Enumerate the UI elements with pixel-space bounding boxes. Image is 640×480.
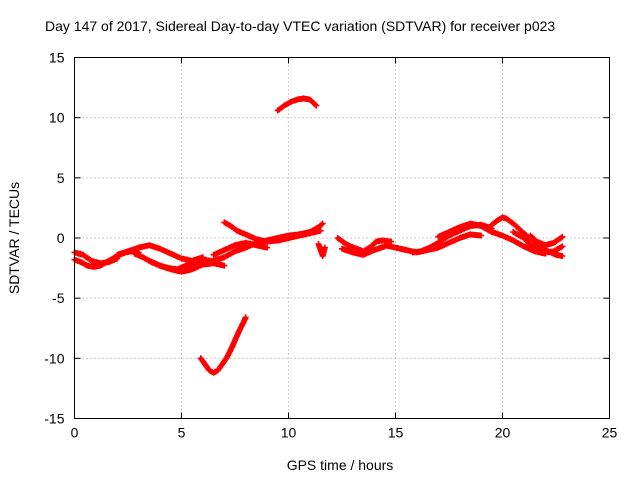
series-markers: [315, 241, 328, 259]
series-markers: [274, 95, 320, 114]
series-arc-17: [435, 220, 549, 257]
x-tick-label: 0: [71, 425, 79, 441]
series-markers: [210, 239, 271, 258]
series-markers: [510, 229, 566, 256]
y-tick-label: 5: [57, 170, 65, 186]
series-arc-13: [334, 235, 395, 255]
y-tick-label: -5: [52, 290, 65, 306]
series-arc-11: [274, 95, 320, 114]
series-arc-12: [197, 314, 249, 376]
series-markers: [274, 220, 326, 244]
series-markers: [339, 243, 388, 258]
series-arc-19: [510, 229, 566, 256]
series-markers: [435, 220, 549, 257]
x-tick-label: 5: [178, 425, 186, 441]
chart-title: Day 147 of 2017, Sidereal Day-to-day VTE…: [45, 18, 555, 34]
y-tick-label: 0: [57, 230, 65, 246]
x-tick-label: 15: [388, 425, 404, 441]
series-arc-9: [274, 220, 326, 244]
y-tick-label: -10: [44, 350, 64, 366]
series-markers: [197, 314, 249, 376]
y-axis-label: SDTVAR / TECUs: [6, 182, 22, 294]
x-tick-label: 25: [602, 425, 618, 441]
series-arc-10: [315, 241, 328, 259]
axis-ticks: 0 5 10 15 20 25 -15 -10 -5 0 5 10 15: [44, 50, 617, 441]
series-arc-14: [339, 243, 388, 258]
x-tick-label: 20: [495, 425, 511, 441]
data-points: [71, 95, 566, 376]
series-markers: [334, 235, 395, 255]
x-axis-label: GPS time / hours: [287, 457, 394, 473]
y-tick-label: 15: [49, 50, 65, 66]
series-markers: [527, 232, 566, 249]
y-tick-label: 10: [49, 110, 65, 126]
series-arc-20: [527, 232, 566, 249]
y-tick-label: -15: [44, 411, 64, 427]
series-arc-7: [210, 239, 271, 258]
x-tick-label: 10: [281, 425, 297, 441]
